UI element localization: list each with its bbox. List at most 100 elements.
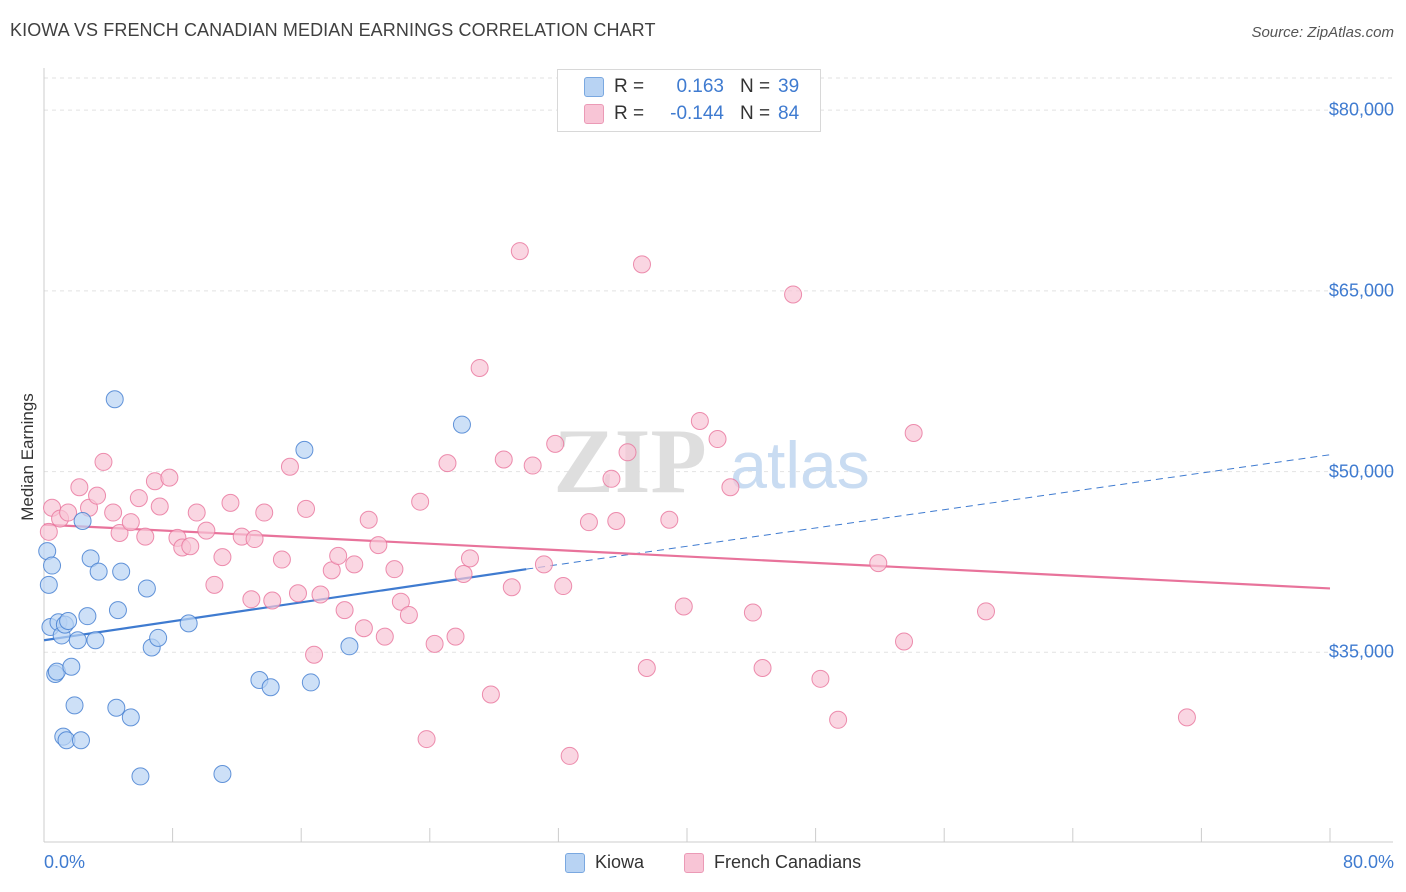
french-point — [425, 634, 444, 653]
r-label: R = — [614, 103, 645, 124]
french-point — [221, 493, 240, 512]
french-point — [369, 536, 388, 555]
french-point — [494, 450, 513, 469]
y-tick-label: $35,000 — [1328, 641, 1394, 662]
x-tick-max: 80.0% — [1342, 852, 1394, 872]
french-point — [375, 627, 394, 646]
french-point — [297, 499, 316, 518]
kiowa-point — [81, 549, 100, 568]
french-point — [417, 730, 436, 749]
kiowa-point — [261, 678, 280, 697]
french-point — [94, 452, 113, 471]
french-swatch — [684, 852, 704, 873]
french-point — [311, 585, 330, 604]
french-point — [546, 434, 565, 453]
legend-row-french: R = -0.144 N = 84 — [584, 103, 799, 125]
legend-label-kiowa: Kiowa — [595, 852, 645, 872]
french-point — [205, 575, 224, 594]
french-point — [197, 521, 216, 540]
kiowa-swatch — [584, 77, 604, 97]
r-value: -0.144 — [670, 103, 724, 124]
kiowa-point — [78, 607, 97, 626]
french-point — [399, 605, 418, 624]
legend-item-french: French Canadians — [684, 852, 861, 873]
legend-item-kiowa: Kiowa — [565, 852, 644, 873]
kiowa-point — [39, 575, 58, 594]
french-point — [784, 285, 803, 304]
n-value: 84 — [778, 103, 800, 124]
kiowa-swatch — [565, 852, 585, 873]
french-points — [39, 242, 1196, 765]
french-point — [753, 658, 772, 677]
n-label: N = — [740, 76, 771, 97]
x-tick-min: 0.0% — [44, 852, 86, 872]
kiowa-point — [149, 628, 168, 647]
french-point — [59, 503, 78, 522]
french-point — [70, 478, 89, 497]
french-point — [150, 497, 169, 516]
french-point — [181, 537, 200, 556]
french-point — [288, 584, 307, 603]
french-point — [976, 602, 995, 621]
kiowa-points — [38, 390, 471, 786]
french-point — [904, 424, 923, 443]
kiowa-point — [43, 556, 62, 575]
french-point — [554, 577, 573, 596]
french-point — [359, 510, 378, 529]
french-point — [335, 601, 354, 620]
n-value: 39 — [778, 76, 800, 97]
french-point — [607, 511, 626, 530]
kiowa-point — [65, 696, 84, 715]
french-point — [263, 591, 282, 610]
watermark-atlas: atlas — [730, 428, 869, 502]
french-point — [242, 590, 261, 609]
french-point — [534, 555, 553, 574]
french-point — [454, 564, 473, 583]
kiowa-point — [179, 614, 198, 633]
data-points — [38, 242, 1196, 786]
kiowa-point — [62, 657, 81, 676]
french-point — [811, 669, 830, 688]
y-tick-label: $50,000 — [1328, 461, 1394, 482]
kiowa-point — [213, 765, 232, 784]
kiowa-trend-extension — [526, 454, 1331, 570]
french-point — [39, 522, 58, 541]
french-point — [121, 513, 140, 532]
french-point — [632, 255, 651, 274]
french-point — [411, 492, 430, 511]
french-point — [255, 503, 274, 522]
french-point — [743, 603, 762, 622]
french-point — [1177, 708, 1196, 727]
legend-label-french: French Canadians — [714, 852, 862, 872]
french-point — [637, 658, 656, 677]
french-point — [305, 645, 324, 664]
chart-title: KIOWA VS FRENCH CANADIAN MEDIAN EARNINGS… — [10, 20, 656, 40]
kiowa-point — [59, 611, 78, 630]
kiowa-point — [301, 673, 320, 692]
y-tick-label: $65,000 — [1328, 280, 1394, 301]
r-value: 0.163 — [676, 76, 724, 97]
french-point — [523, 456, 542, 475]
french-point — [280, 457, 299, 476]
kiowa-point — [108, 601, 127, 620]
kiowa-point — [68, 631, 87, 650]
french-point — [187, 503, 206, 522]
french-point — [869, 554, 888, 573]
french-point — [481, 685, 500, 704]
kiowa-point — [340, 637, 359, 656]
french-point — [602, 469, 621, 488]
y-tick-label: $80,000 — [1328, 99, 1394, 120]
french-point — [354, 619, 373, 638]
french-point — [470, 358, 489, 377]
french-point — [660, 510, 679, 529]
kiowa-point — [105, 390, 124, 409]
kiowa-point — [131, 767, 150, 786]
french-point — [104, 503, 123, 522]
legend-row-kiowa: R = 0.163 N = 39 — [584, 76, 799, 98]
french-point — [708, 430, 727, 449]
kiowa-point — [121, 708, 140, 727]
french-point — [391, 592, 410, 611]
french-point — [829, 710, 848, 729]
french-point — [245, 530, 264, 549]
french-point — [618, 443, 637, 462]
